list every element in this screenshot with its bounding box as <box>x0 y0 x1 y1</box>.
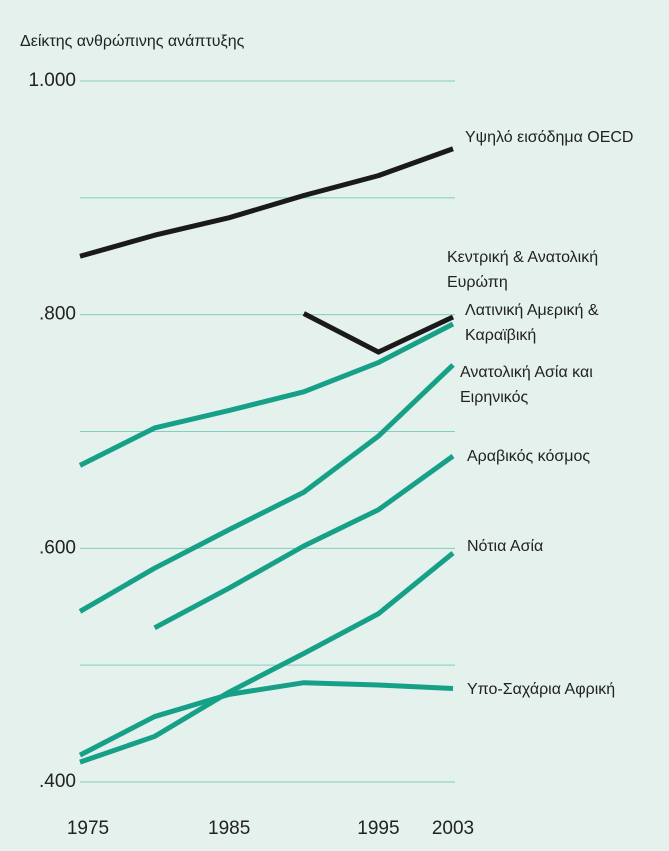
series-line <box>302 311 455 355</box>
series-label: Κεντρική & Ανατολική Ευρώπη <box>447 249 599 291</box>
y-tick-label: .800 <box>39 304 76 325</box>
series-label: Λατινική Αμερική & Καραϊβική <box>465 302 599 344</box>
series-line <box>78 363 455 614</box>
y-tick-label: 1.000 <box>28 70 76 91</box>
series-line <box>79 146 454 259</box>
x-tick-label: 1975 <box>67 818 109 839</box>
series-label: Νότια Ασία <box>467 538 544 555</box>
series-label: Υψηλό εισόδημα OECD <box>465 129 634 146</box>
y-tick-label: .400 <box>39 771 76 792</box>
y-tick-label: .600 <box>39 537 76 558</box>
x-tick-label: 1995 <box>357 818 399 839</box>
series-label: Υπο-Σαχάρια Αφρική <box>467 681 616 698</box>
series-label: Ανατολική Ασία και Ειρηνικός <box>460 364 593 406</box>
series-line <box>78 321 455 468</box>
series-line <box>153 454 455 630</box>
x-tick-label: 2003 <box>432 818 474 839</box>
series-line <box>78 680 454 758</box>
series-line <box>79 551 455 765</box>
y-axis-label: Δείκτης ανθρώπινης ανάπτυξης <box>20 33 245 50</box>
series-label: Αραβικός κόσμος <box>467 448 591 465</box>
x-tick-label: 1985 <box>208 818 250 839</box>
